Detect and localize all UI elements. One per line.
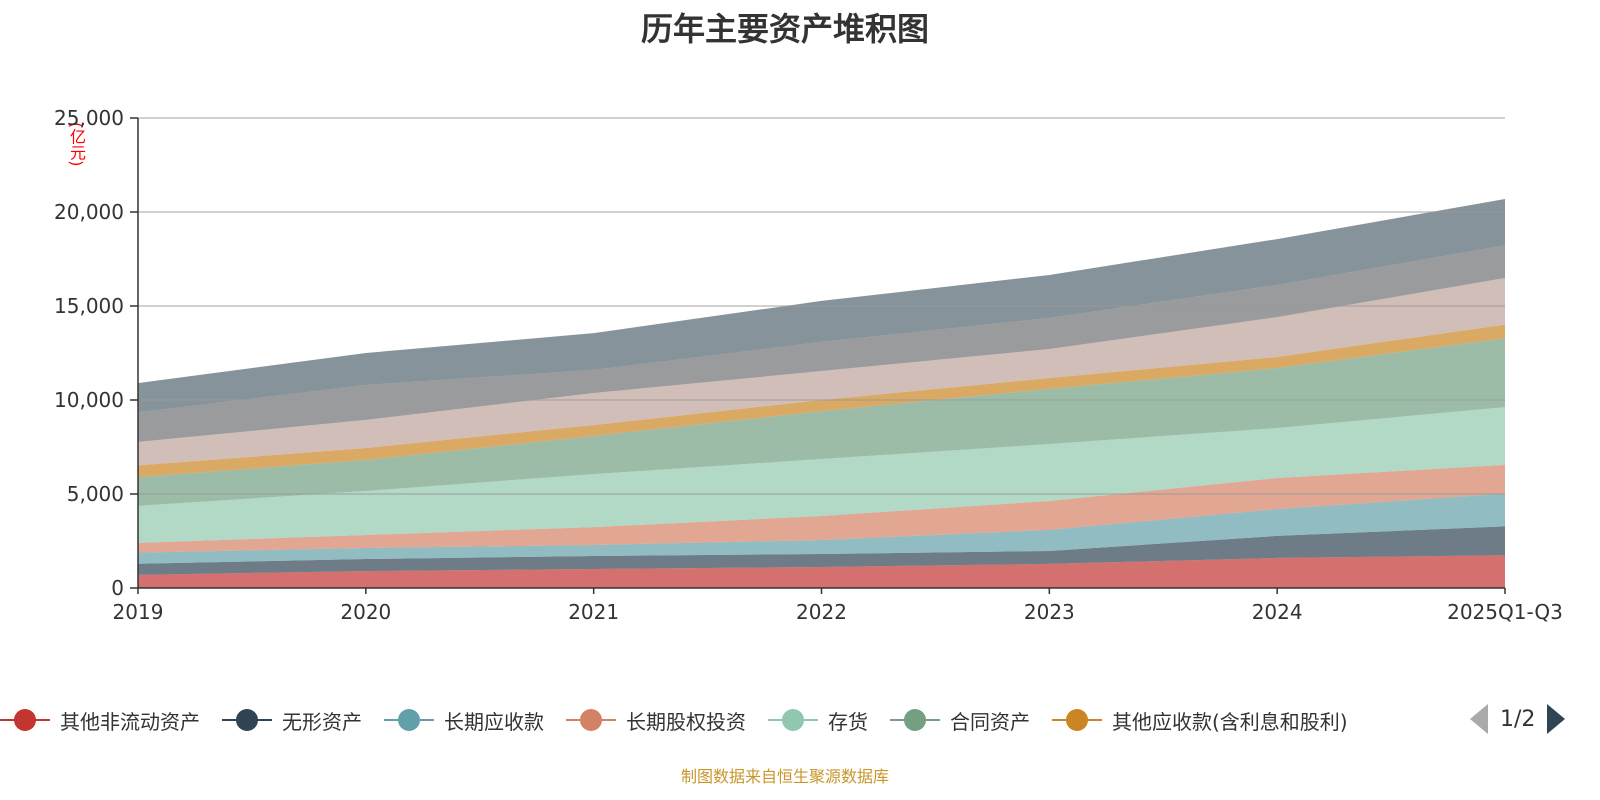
x-tick-label: 2019 [113,600,164,624]
y-tick-label: 5,000 [67,482,124,506]
legend-next-arrow-icon[interactable] [1547,704,1566,734]
legend-item[interactable]: 长期股权投资 [566,706,746,735]
area-series-8[interactable] [138,245,1505,442]
legend-marker-icon [0,708,50,732]
legend-item[interactable]: 其他应收款(含利息和股利) [1052,706,1348,735]
area-series-0[interactable] [138,555,1505,588]
legend-label: 无形资产 [282,709,362,734]
legend-label: 其他非流动资产 [60,709,200,734]
legend-marker-icon [566,708,616,732]
y-axis-unit-label: (亿元) [67,122,86,167]
legend-item[interactable]: 长期应收款 [384,706,544,735]
y-tick-label: 0 [111,576,124,600]
y-tick-label: 20,000 [54,200,124,224]
legend-prev-arrow-icon[interactable] [1470,704,1488,734]
legend-marker-icon [1052,708,1102,732]
legend-label: 长期股权投资 [626,709,746,734]
area-series-2[interactable] [138,493,1505,564]
legend-marker-icon [890,708,940,732]
y-tick-label: 10,000 [54,388,124,412]
x-tick-label: 2025Q1-Q3 [1447,600,1563,624]
legend-label: 其他应收款(含利息和股利) [1112,709,1348,734]
area-series-5[interactable] [138,338,1505,506]
legend-label: 合同资产 [950,709,1030,734]
chart-title: 历年主要资产堆积图 [640,10,929,48]
x-tick-label: 2020 [340,600,391,624]
area-series-6[interactable] [138,324,1505,478]
y-tick-label: 15,000 [54,294,124,318]
area-series-4[interactable] [138,407,1505,543]
x-tick-label: 2024 [1252,600,1303,624]
x-tick-label: 2022 [796,600,847,624]
legend-item[interactable]: 合同资产 [890,706,1030,735]
area-series-7[interactable] [138,277,1505,466]
legend-pager: 1/2 [1470,704,1566,734]
legend-label: 存货 [828,709,868,734]
legend-item[interactable]: 其他非流动资产 [0,706,200,735]
legend-label: 长期应收款 [444,709,544,734]
area-series-3[interactable] [138,464,1505,553]
x-tick-label: 2023 [1024,600,1075,624]
legend-page-indicator: 1/2 [1500,706,1536,732]
y-tick-label: 25,000 [54,106,124,130]
area-series-1[interactable] [138,526,1505,575]
legend-item[interactable]: 存货 [768,706,868,735]
legend-marker-icon [768,708,818,732]
data-source-footer: 制图数据来自恒生聚源数据库 [680,767,889,786]
x-tick-label: 2021 [568,600,619,624]
legend: 其他非流动资产 无形资产 长期应收款 长期股权投资 存货 合同资产 其他应收款(含利息和股利… [0,703,1370,737]
legend-marker-icon [384,708,434,732]
legend-item[interactable]: 无形资产 [222,706,362,735]
legend-marker-icon [222,708,272,732]
